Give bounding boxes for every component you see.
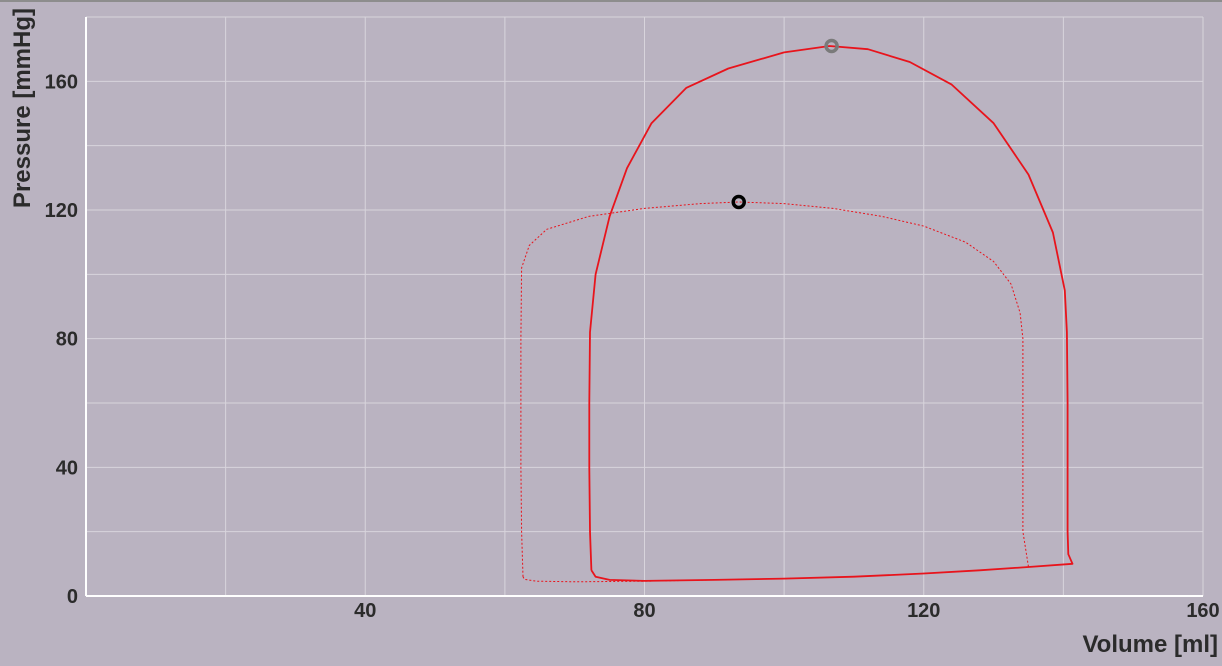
axis-layer	[85, 17, 1203, 597]
current-marker	[731, 194, 746, 210]
label-layer: Volume [ml] Pressure [mmHg] 40 80 120 160 0 4…	[9, 8, 1220, 658]
y-tick-label: 0	[67, 586, 78, 608]
y-axis-title: Pressure [mmHg]	[9, 8, 36, 208]
reference-marker	[824, 38, 839, 54]
y-tick-label: 160	[45, 71, 78, 93]
x-tick-label: 40	[354, 600, 376, 622]
marker-layer	[731, 38, 839, 210]
x-tick-label: 80	[633, 600, 655, 622]
top-border	[0, 0, 1222, 2]
series-layer	[520, 45, 1074, 583]
y-tick-label: 120	[45, 200, 78, 222]
x-tick-label: 160	[1186, 600, 1219, 622]
grid-layer	[86, 16, 1204, 596]
x-axis-title: Volume [ml]	[1082, 631, 1218, 658]
x-tick-label: 120	[907, 600, 940, 622]
current-pv-loop	[588, 45, 1074, 582]
reference-pv-loop	[520, 201, 1029, 583]
y-tick-label: 40	[56, 457, 78, 479]
y-tick-label: 80	[56, 329, 78, 351]
